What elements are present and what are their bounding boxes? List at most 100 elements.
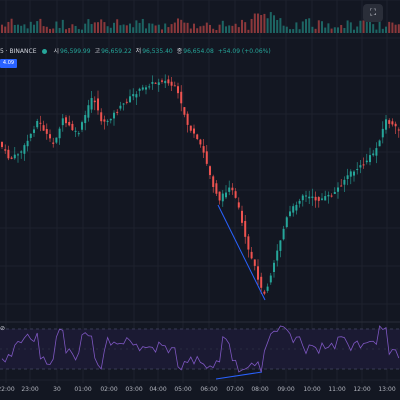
- candle: [58, 128, 61, 139]
- candle: [394, 123, 397, 127]
- volume-bar: [186, 22, 189, 33]
- candle: [26, 140, 29, 147]
- volume-bar: [17, 24, 19, 33]
- candle: [125, 101, 128, 103]
- volume-bar: [218, 24, 221, 33]
- volume-bar: [116, 19, 119, 33]
- candle: [49, 134, 51, 139]
- volume-bar: [343, 27, 346, 33]
- volume-bar: [55, 21, 58, 33]
- volume-bar: [52, 28, 55, 33]
- volume-bar: [378, 20, 381, 33]
- rsi-settings-icon[interactable]: ⊘: [0, 325, 6, 332]
- candle: [109, 118, 112, 121]
- candle: [353, 171, 355, 176]
- volume-bar: [221, 20, 224, 33]
- volume-bar: [375, 29, 378, 33]
- volume-bar: [333, 27, 336, 33]
- volume-bar: [269, 12, 272, 33]
- candle: [327, 194, 330, 197]
- candle: [45, 129, 48, 134]
- volume-bar: [372, 24, 375, 33]
- volume-bar: [196, 28, 199, 33]
- candle: [132, 94, 135, 97]
- volume-bar: [327, 23, 330, 33]
- high-label: 고: [94, 48, 101, 55]
- candle: [93, 100, 96, 103]
- candle: [119, 105, 122, 109]
- candle: [122, 103, 125, 105]
- candle: [298, 200, 301, 204]
- divergence-line-rsi: [215, 371, 263, 380]
- volume-bar: [122, 24, 125, 33]
- fullscreen-button[interactable]: ⛶: [363, 4, 383, 22]
- volume-bar: [49, 28, 51, 33]
- candle: [39, 122, 42, 124]
- candle: [337, 187, 339, 192]
- candle: [276, 250, 279, 261]
- candle: [369, 155, 371, 163]
- volume-bar: [7, 21, 10, 33]
- volume-bar: [71, 24, 74, 33]
- volume-bar: [81, 29, 83, 33]
- volume-bar: [391, 22, 394, 33]
- volume-bar: [33, 24, 35, 33]
- candle: [141, 87, 144, 90]
- candle: [317, 197, 320, 201]
- candle: [253, 259, 256, 266]
- volume-bar: [167, 27, 170, 33]
- candle: [186, 113, 189, 125]
- candle: [113, 112, 115, 119]
- candle: [97, 98, 99, 111]
- candle: [385, 119, 387, 130]
- open-value: 96,599.99: [60, 48, 91, 55]
- candle: [33, 129, 35, 133]
- volume-bar: [301, 21, 304, 33]
- candle: [10, 157, 13, 159]
- time-axis-label: 12:00: [353, 386, 371, 393]
- candle: [279, 240, 282, 251]
- candle: [282, 228, 285, 240]
- volume-bar: [100, 19, 103, 33]
- volume-bar: [119, 25, 122, 33]
- volume-bar: [276, 19, 279, 33]
- volume-bar: [29, 21, 32, 33]
- volume-bar: [193, 23, 195, 33]
- time-axis-label: 08:00: [251, 386, 269, 393]
- candle: [7, 149, 10, 159]
- time-axis[interactable]: 22:00 23:00 30 01:00 02:00 03:00 04:00 05:00 06:…: [0, 383, 400, 400]
- volume-bar: [279, 18, 282, 33]
- volume-bar: [263, 13, 266, 33]
- candle: [250, 251, 253, 259]
- volume-bar: [20, 25, 23, 33]
- candle: [29, 133, 32, 138]
- candle: [52, 142, 55, 144]
- candle: [330, 195, 333, 197]
- volume-bar: [228, 25, 231, 33]
- candle: [209, 166, 211, 176]
- volume-bar: [10, 18, 13, 33]
- volume-bar: [84, 23, 87, 33]
- candle: [202, 146, 205, 153]
- symbol-label[interactable]: 5 · BINANCE: [0, 48, 37, 55]
- candle: [180, 91, 183, 104]
- volume-bar: [125, 25, 128, 33]
- candle: [308, 196, 311, 199]
- volume-bar: [289, 29, 291, 33]
- candle: [135, 94, 138, 98]
- candle: [36, 121, 39, 128]
- volume-bar: [321, 21, 323, 33]
- candle: [193, 128, 195, 134]
- volume-bar: [148, 23, 151, 33]
- candle: [346, 175, 349, 180]
- candle: [311, 196, 314, 198]
- time-axis-label: 09:00: [277, 386, 295, 393]
- candle: [237, 202, 240, 208]
- close-label: 종: [176, 48, 183, 55]
- volume-bar: [381, 28, 384, 33]
- candle: [151, 81, 154, 84]
- candle: [196, 134, 199, 140]
- volume-bar: [346, 20, 349, 33]
- volume-bar: [353, 29, 355, 33]
